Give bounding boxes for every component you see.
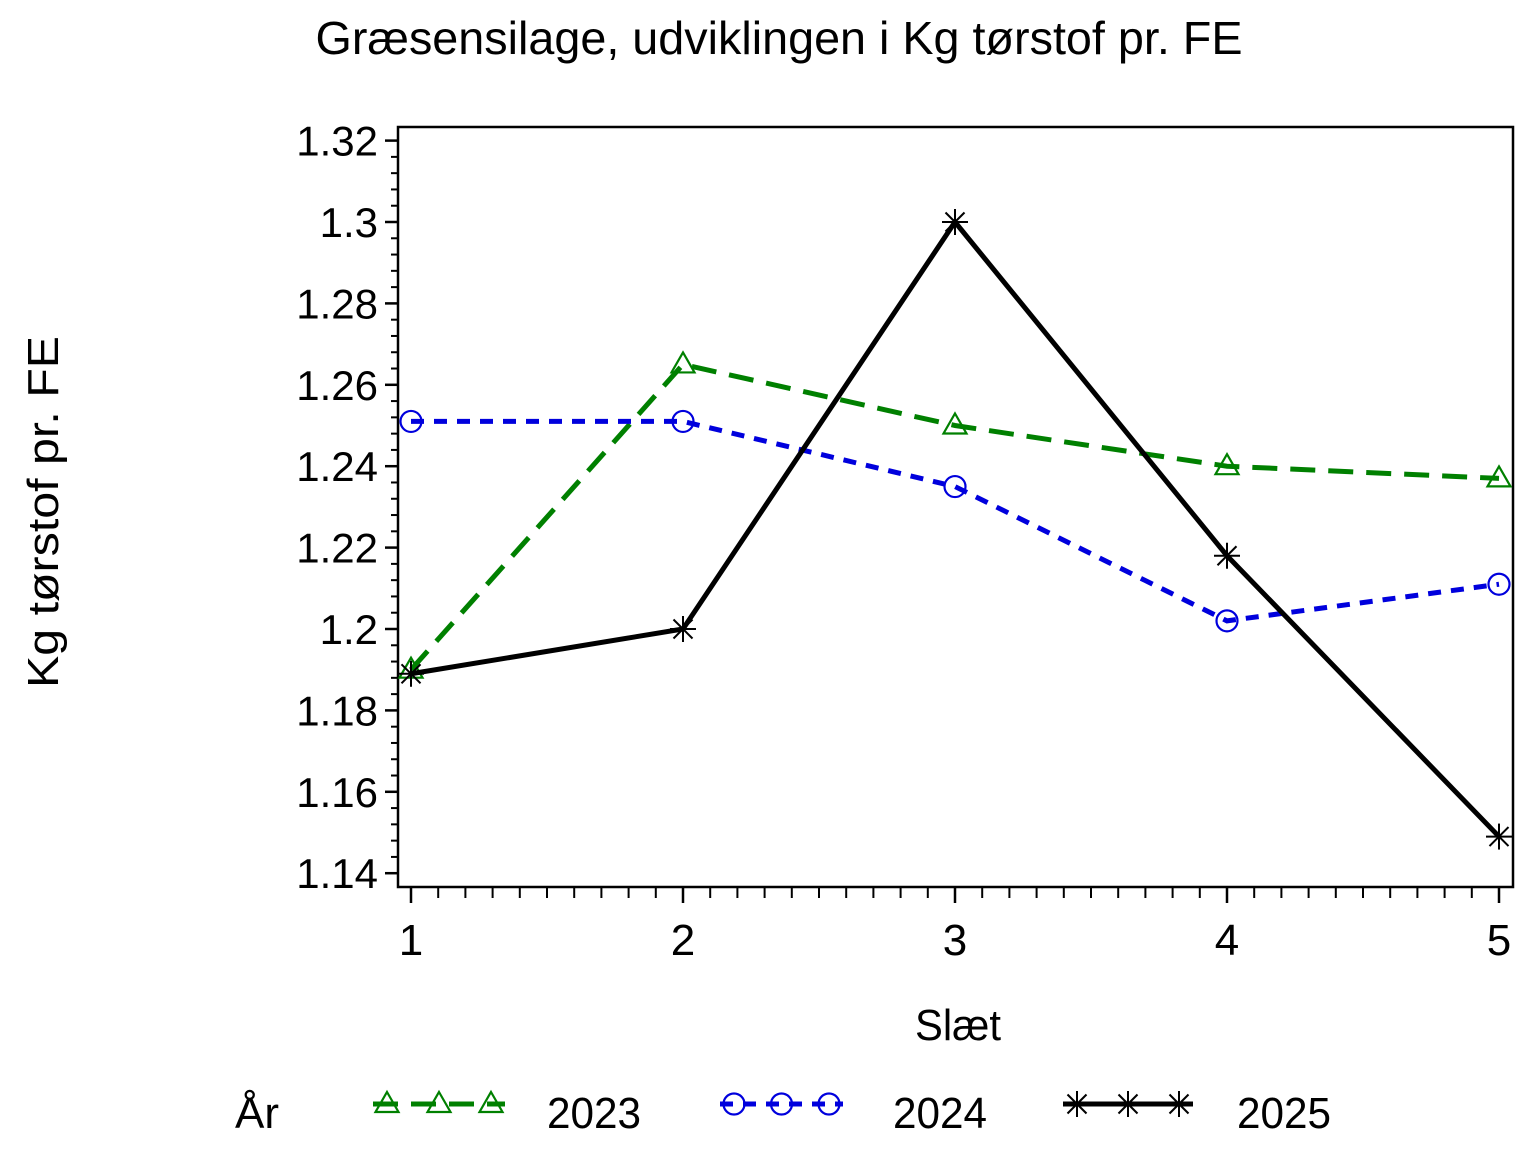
legend-item-2023: 2023 [373, 1089, 641, 1138]
x-tick-label: 3 [943, 916, 967, 965]
triangle-marker-icon [669, 350, 697, 374]
y-tick-label: 1.24 [296, 443, 378, 490]
y-tick-label: 1.32 [296, 118, 378, 165]
circle-marker-icon [769, 1092, 794, 1116]
y-tick-label: 1.3 [320, 199, 378, 246]
circle-marker-icon [399, 409, 423, 434]
legend-title: År [235, 1089, 279, 1138]
triangle-marker-icon [373, 1089, 401, 1114]
triangle-marker-icon [1213, 451, 1241, 476]
chart-title: Græsensilage, udviklingen i Kg tørstof p… [316, 12, 1243, 64]
legend-item-2025: 2025 [1063, 1089, 1331, 1138]
star-marker-icon [942, 209, 968, 235]
triangle-marker-icon [425, 1089, 453, 1114]
triangle-marker-icon [477, 1089, 505, 1114]
circle-marker-icon [671, 409, 695, 434]
triangle-marker-icon [941, 411, 969, 435]
y-tick-label: 1.14 [296, 850, 378, 897]
x-tick-label: 4 [1215, 916, 1239, 965]
x-tick-label: 1 [399, 916, 423, 965]
x-tick-label: 2 [671, 916, 695, 965]
legend-label: 2023 [547, 1089, 641, 1138]
star-marker-icon [398, 660, 424, 687]
circle-marker-icon [817, 1092, 841, 1116]
legend: År 2023 2024 2025 [235, 1089, 1331, 1138]
y-axis-title: Kg tørstof pr. FE [19, 336, 68, 688]
star-marker-icon [1115, 1091, 1141, 1117]
series-2024-line [411, 418, 1500, 624]
star-marker-icon [1166, 1091, 1192, 1117]
circle-marker-icon [722, 1092, 746, 1116]
star-marker-icon [1214, 542, 1240, 569]
legend-item-2024: 2024 [720, 1089, 987, 1138]
triangle-marker-icon [1485, 464, 1513, 488]
circle-marker-icon [1487, 572, 1511, 596]
legend-label: 2025 [1237, 1089, 1331, 1138]
y-tick-label: 1.26 [296, 362, 378, 409]
series-2024 [399, 409, 1511, 633]
plot-frame [396, 125, 1515, 889]
series-2023-line [409, 361, 1500, 672]
series-2025-line [410, 217, 1501, 839]
star-marker-icon [1486, 823, 1512, 850]
y-tick-label: 1.18 [296, 687, 378, 734]
legend-label: 2024 [893, 1089, 987, 1138]
plot-area: 1.14 1.16 1.18 1.2 1.22 1.24 1.26 1.28 1.3 1.32 1 2… [296, 118, 1515, 965]
circle-marker-icon [1215, 609, 1239, 633]
series-2025 [398, 209, 1512, 850]
y-tick-label: 1.22 [296, 525, 378, 572]
y-tick-label: 1.2 [320, 606, 378, 653]
series-2023 [397, 350, 1513, 679]
y-tick-label: 1.28 [296, 280, 378, 327]
y-tick-label: 1.16 [296, 769, 378, 816]
star-marker-icon [1064, 1091, 1090, 1117]
x-axis-title: Slæt [915, 1001, 1001, 1050]
star-marker-icon [670, 616, 696, 642]
circle-marker-icon [943, 474, 967, 499]
x-tick-label: 5 [1487, 916, 1511, 965]
